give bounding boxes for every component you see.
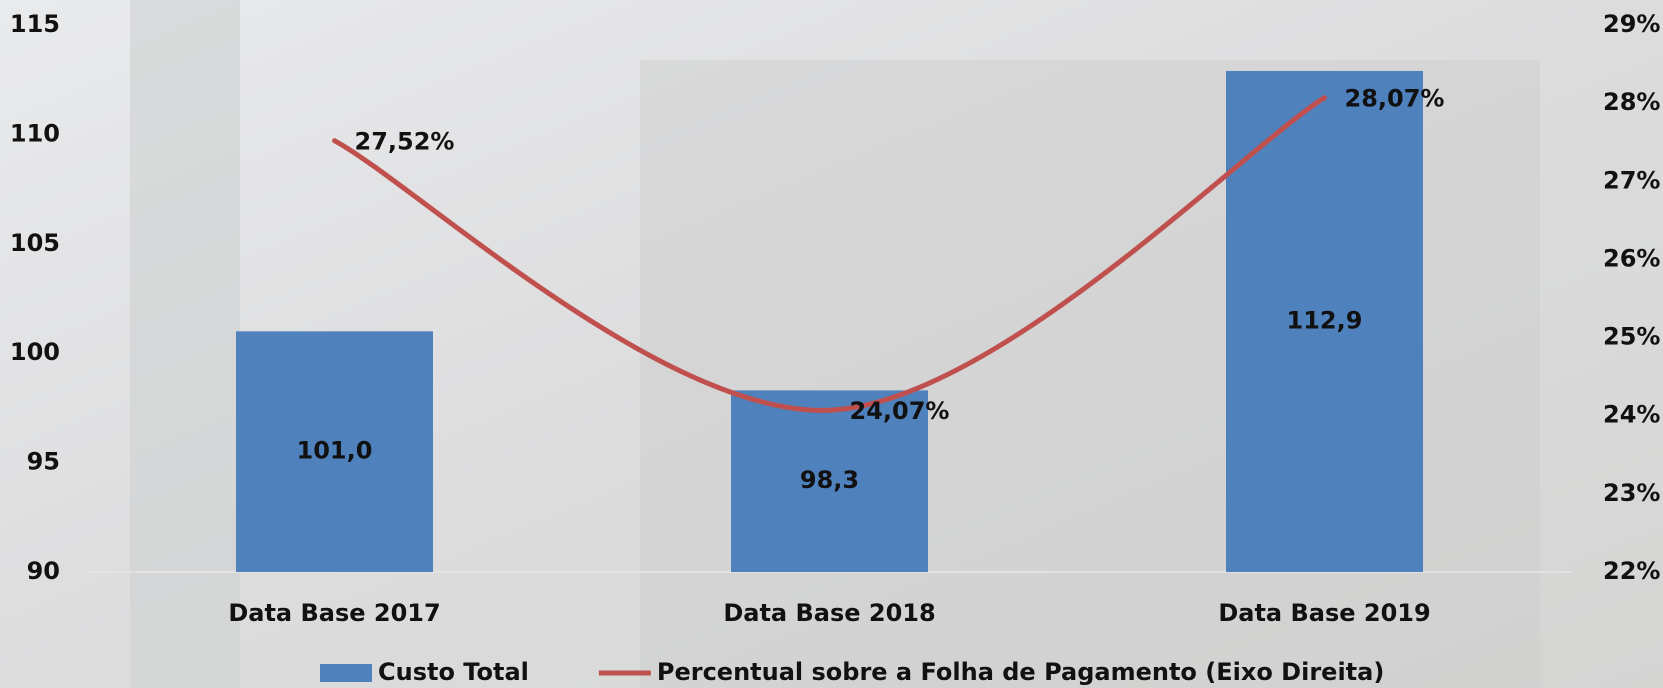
legend-label: Custo Total — [378, 658, 529, 686]
y-tick-label: 95 — [27, 448, 60, 476]
x-tick-label: Data Base 2018 — [723, 599, 935, 627]
y2-tick-label: 24% — [1603, 401, 1660, 429]
x-tick-label: Data Base 2017 — [228, 599, 440, 627]
y2-tick-label: 25% — [1603, 323, 1660, 351]
y-tick-label: 115 — [10, 10, 60, 38]
legend-label: Percentual sobre a Folha de Pagamento (E… — [657, 658, 1384, 686]
bar-value-label: 101,0 — [297, 437, 373, 465]
line-value-label: 27,52% — [355, 128, 455, 156]
line-value-label: 24,07% — [850, 397, 950, 425]
page: {"chart_data": { "type": "bar", "categor… — [0, 0, 1663, 688]
y2-tick-label: 28% — [1603, 88, 1660, 116]
y-tick-label: 100 — [10, 338, 60, 366]
legend-swatch — [320, 664, 372, 682]
y-tick-label: 90 — [27, 557, 60, 585]
bar-value-label: 98,3 — [800, 466, 859, 494]
y2-tick-label: 23% — [1603, 479, 1660, 507]
y2-tick-label: 27% — [1603, 166, 1660, 194]
y2-tick-label: 29% — [1603, 10, 1660, 38]
bar-value-label: 112,9 — [1287, 306, 1363, 334]
y2-tick-label: 26% — [1603, 244, 1660, 272]
y-tick-label: 105 — [10, 229, 60, 257]
background-shape — [130, 0, 240, 688]
y2-tick-label: 22% — [1603, 557, 1660, 585]
line-value-label: 28,07% — [1345, 85, 1445, 113]
chart: 90 95 100 105 110 115 22% 23% 24% 25% 26% 27% 28% 29%… — [0, 0, 1663, 688]
y-tick-label: 110 — [10, 119, 60, 147]
x-tick-label: Data Base 2019 — [1218, 599, 1430, 627]
